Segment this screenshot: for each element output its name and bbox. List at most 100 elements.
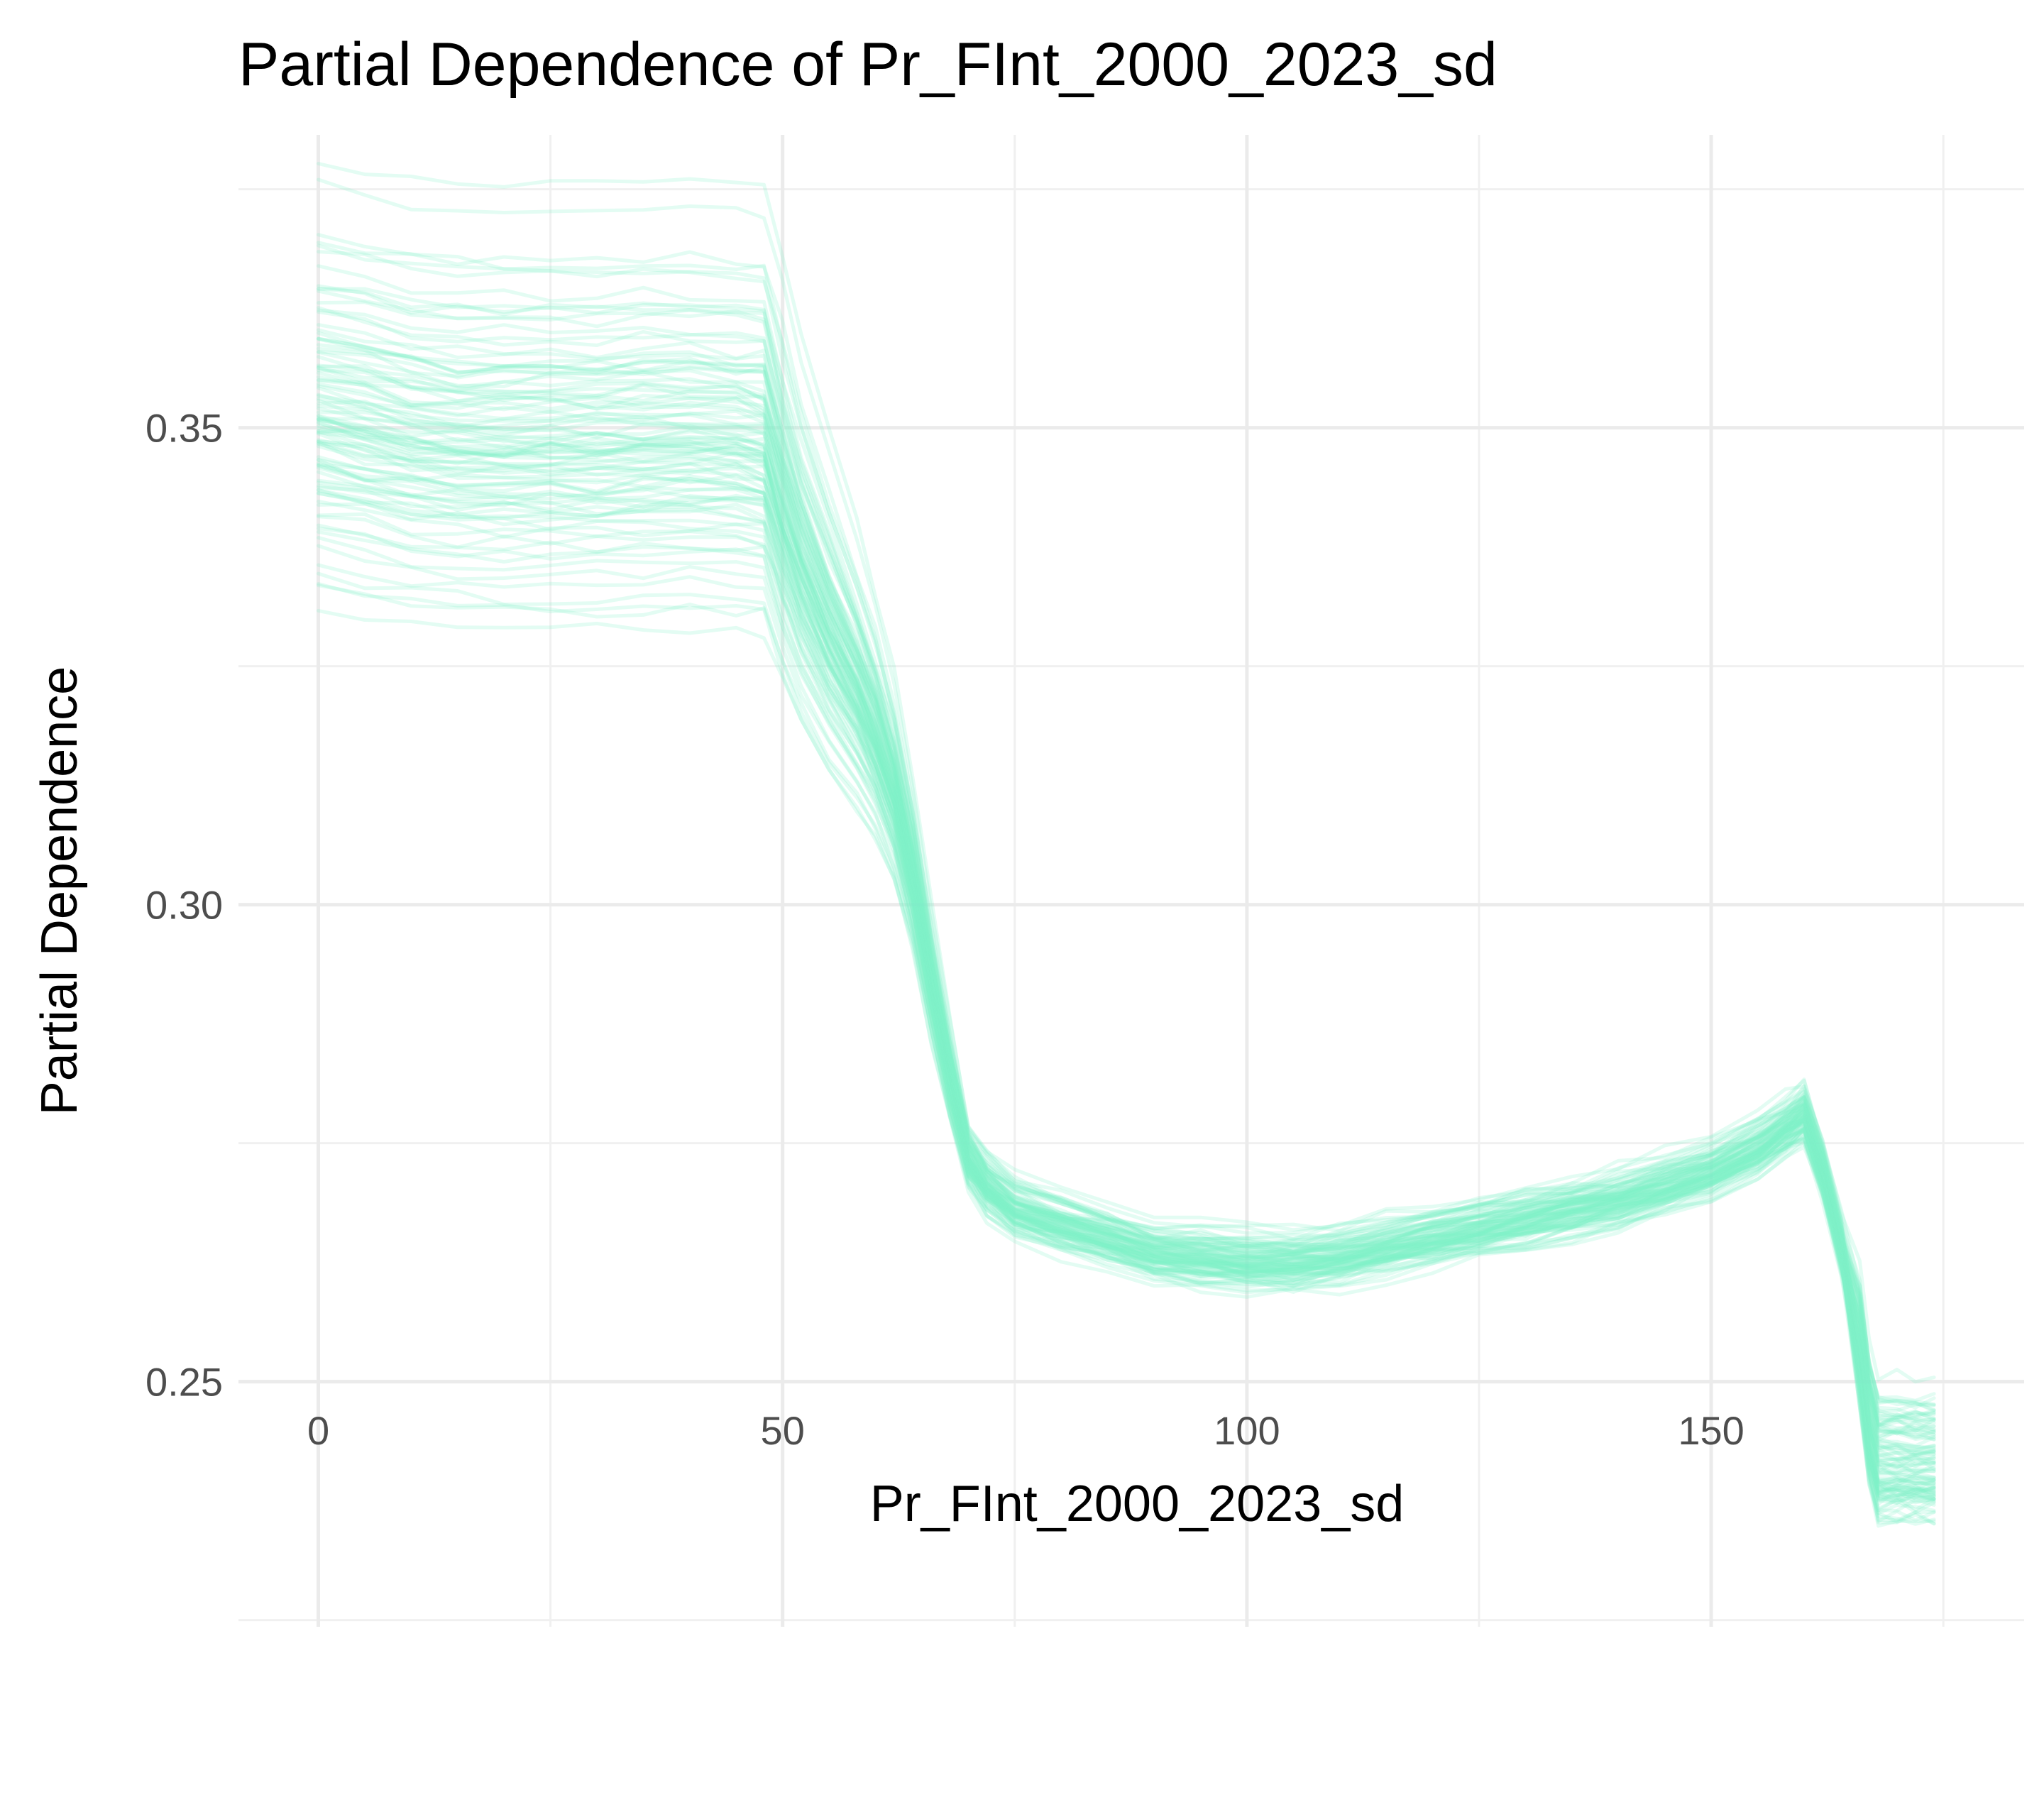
ice-curve [317,464,1936,1491]
ice-curve [317,466,1936,1526]
ice-curve [317,404,1936,1498]
ice-curve [317,378,1936,1512]
ice-curve [317,368,1936,1491]
grid [238,135,2024,1627]
ice-curve [317,414,1936,1414]
ice-curve [317,418,1936,1515]
ice-curve [317,455,1936,1469]
y-tick-label: 0.25 [145,1360,223,1405]
ice-curve [317,350,1936,1448]
ice-curve [317,582,1936,1455]
chart-title: Partial Dependence of Pr_FInt_2000_2023_… [238,31,1498,99]
ice-curve [317,378,1936,1494]
ice-curve [317,323,1936,1433]
y-tick-label: 0.35 [145,406,223,451]
ice-curve [317,370,1936,1466]
ice-curve [317,500,1936,1502]
ice-curve [317,463,1936,1434]
ice-curve [317,241,1936,1469]
ice-curve [317,441,1936,1524]
ice-curve [317,527,1936,1502]
x-tick-label: 100 [1214,1408,1280,1453]
ice-curve [317,491,1936,1466]
ice-curve [317,289,1936,1428]
ice-curve [317,343,1936,1427]
ice-curve [317,393,1936,1410]
ice-curve [317,431,1936,1450]
ice-curve [317,461,1936,1513]
ice-curve [317,417,1936,1453]
ice-curve [317,485,1936,1503]
ice-curve [317,417,1936,1502]
ice-curve [317,287,1936,1473]
ice-curves [317,162,1936,1528]
ice-curve [317,284,1936,1407]
ice-curve [317,400,1936,1488]
ice-curve [317,583,1936,1442]
ice-curve [317,250,1936,1465]
ice-curve [317,488,1936,1495]
ice-curve [317,515,1936,1471]
x-axis-ticks: 0 50 100 150 [307,1408,1744,1453]
ice-curve [317,243,1936,1407]
ice-curve [317,162,1936,1384]
ice-curve [317,394,1936,1427]
ice-curve [317,287,1936,1422]
ice-curve [317,427,1936,1476]
ice-curve [317,336,1936,1485]
ice-curve [317,420,1936,1505]
ice-curve [317,366,1936,1441]
ice-curve [317,384,1936,1437]
ice-curve [317,410,1936,1475]
ice-curve [317,523,1936,1523]
ice-curve [317,177,1936,1412]
y-axis-ticks: 0.25 0.30 0.35 [145,406,223,1405]
ice-curve [317,328,1936,1458]
ice-curve [317,444,1936,1461]
ice-curve [317,536,1936,1437]
ice-curve [317,355,1936,1473]
ice-curve [317,331,1936,1454]
ice-curve [317,366,1936,1402]
ice-curve [317,421,1936,1497]
ice-curve [317,350,1936,1500]
ice-curve [317,233,1936,1493]
ice-curve [317,458,1936,1482]
ice-curve [317,310,1936,1422]
ice-curve [317,502,1936,1514]
ice-curve [317,364,1936,1430]
ice-curve [317,417,1936,1451]
ice-curve [317,491,1936,1528]
ice-curve [317,470,1936,1486]
ice-curve [317,483,1936,1506]
ice-curve [317,337,1936,1423]
ice-curve [317,463,1936,1526]
x-tick-label: 150 [1678,1408,1744,1453]
ice-curve [317,406,1936,1503]
ice-curve [317,440,1936,1498]
ice-curve [317,308,1936,1486]
ice-curve [317,424,1936,1486]
ice-curve [317,363,1936,1418]
ice-curve [317,478,1936,1477]
ice-curve [317,571,1936,1442]
ice-curve [317,432,1936,1432]
ice-curve [317,458,1936,1458]
y-axis-title: Partial Dependence [31,666,88,1115]
x-tick-label: 0 [307,1408,329,1453]
ice-curve [317,429,1936,1420]
ice-curve [317,481,1936,1436]
ice-curve [317,306,1936,1413]
x-tick-label: 50 [761,1408,805,1453]
ice-curve [317,608,1936,1498]
y-tick-label: 0.30 [145,883,223,928]
ice-curve [317,336,1936,1503]
ice-curve [317,386,1936,1489]
ice-curve [317,416,1936,1434]
ice-curve [317,544,1936,1525]
ice-curve [317,426,1936,1420]
ice-curve [317,438,1936,1451]
ice-curve [317,512,1936,1487]
ice-curve [317,414,1936,1495]
